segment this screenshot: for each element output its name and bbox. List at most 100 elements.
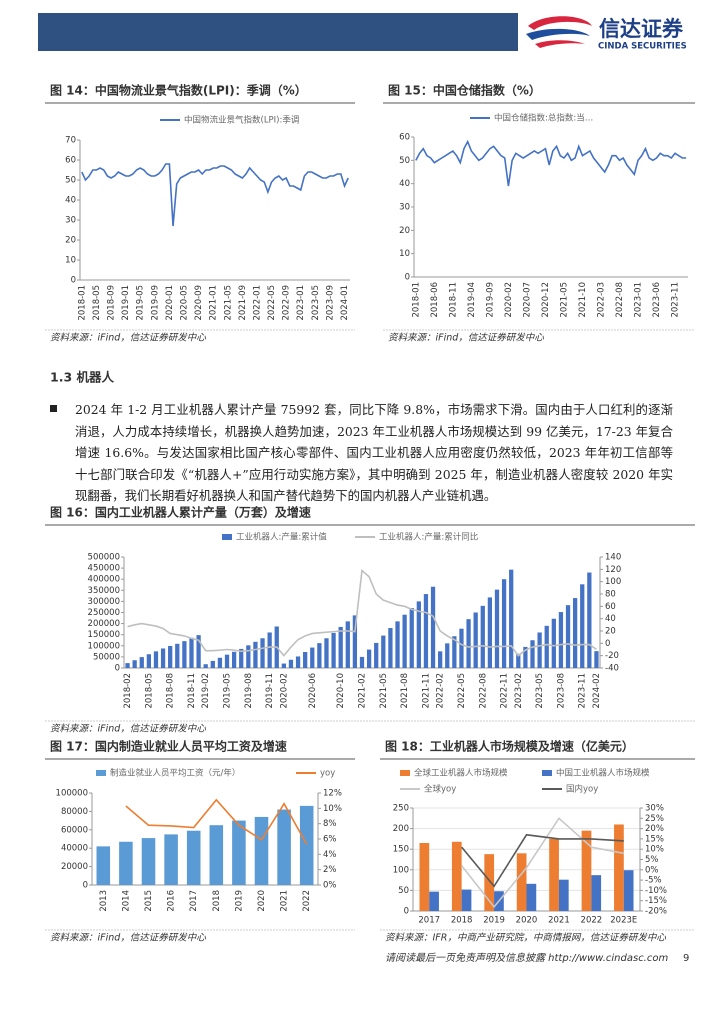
x-tick-label: 2022-02 (436, 673, 446, 709)
y2-tick-label: 60 (605, 602, 616, 612)
y2-tick-label: 30% (645, 804, 664, 814)
y-tick-label: 50000 (93, 652, 120, 662)
legend-label: yoy (320, 769, 335, 779)
bar (331, 632, 336, 668)
x-tick-label: 2021-08 (400, 673, 410, 709)
y2-tick-label: 120 (605, 565, 621, 575)
bar (558, 612, 564, 668)
y-tick-label: 30 (65, 216, 76, 226)
bullet-marker (50, 405, 57, 412)
y-tick-label: 50 (399, 156, 410, 166)
legend-label: 全球yoy (424, 784, 456, 795)
bar (277, 809, 291, 885)
y2-tick-label: 25% (645, 814, 664, 824)
bar (381, 635, 386, 668)
x-tick-label: 2022-01 (252, 285, 262, 321)
y-tick-label: 250 (393, 804, 409, 814)
footer-disclaimer: 请阅读最后一页免责声明及信息披露 http://www.cindasc.com (385, 952, 668, 964)
bar (366, 649, 372, 668)
series-line (125, 798, 308, 845)
bar (254, 816, 269, 885)
figure-title: 图 18：工业机器人市场规模及增速（亿美元） (385, 739, 634, 754)
bar (409, 608, 414, 668)
bar (565, 605, 571, 668)
bar (445, 643, 450, 668)
x-tick-label: 2018-05 (92, 285, 102, 321)
y2-tick-label: 5% (645, 855, 659, 865)
y-tick-label: 60 (399, 133, 410, 143)
y-tick-label: 500000 (88, 553, 120, 563)
y-tick-label: 20 (399, 226, 410, 236)
section-heading: 1.3 机器人 (50, 370, 114, 385)
x-tick-label: 2013 (99, 890, 109, 912)
bar (402, 614, 407, 668)
bar (231, 651, 237, 668)
y-tick-label: 0 (404, 907, 409, 917)
bar (299, 805, 314, 885)
bar (160, 648, 166, 668)
bullet-paragraph: 2024 年 1-2 月工业机器人累计产量 75992 套，同比下降 9.8%，… (75, 402, 673, 504)
bar (544, 625, 549, 668)
bar (217, 657, 223, 668)
bar (591, 875, 602, 911)
bar (374, 642, 379, 668)
x-tick-label: 2021-11 (421, 673, 431, 709)
figure-title: 图 16：国内工业机器人累计产量（万套）及增速 (50, 505, 311, 520)
header-bar (38, 13, 518, 51)
y-tick-label: 60 (65, 156, 76, 166)
y2-tick-label: 40 (605, 614, 616, 624)
bar (96, 846, 111, 885)
bar (168, 646, 173, 668)
page-number: 9 (683, 953, 689, 964)
y-tick-label: 0 (115, 664, 120, 674)
y-tick-label: 50 (398, 886, 409, 896)
bar (487, 597, 493, 668)
bar (423, 594, 429, 668)
bar (466, 619, 471, 668)
x-tick-label: 2020-05 (179, 285, 189, 321)
x-tick-label: 2018-11 (187, 673, 197, 709)
y2-tick-label: -10% (645, 886, 667, 896)
bar (594, 651, 599, 668)
y2-tick-label: 6% (323, 835, 337, 845)
figure-title: 图 14：中国物流业景气指数(LPI)：季调（%） (50, 83, 307, 98)
bar (139, 657, 144, 668)
bar (253, 641, 258, 668)
legend-label: 全球工业机器人市场规模 (414, 768, 508, 779)
y2-tick-label: 0% (645, 865, 659, 875)
bar (141, 838, 156, 885)
bar (125, 663, 130, 668)
legend-label: 工业机器人:产量:累计同比 (379, 532, 478, 543)
legend-label: 中国物流业景气指数(LPI):季调 (184, 115, 299, 126)
x-tick-label: 2023-01 (634, 282, 644, 318)
bar (132, 660, 137, 668)
y2-tick-label: 0 (605, 639, 610, 649)
y-tick-label: 50 (65, 176, 76, 186)
x-tick-label: 2022 (302, 890, 312, 912)
bar (186, 830, 201, 885)
logo-mark (526, 16, 592, 48)
y-tick-label: 100 (393, 865, 409, 875)
bar (516, 653, 521, 668)
bar (581, 830, 592, 911)
x-tick-label: 2019-01 (121, 285, 131, 321)
x-tick-label: 2020-01 (165, 285, 175, 321)
bar (452, 636, 457, 668)
bar (175, 643, 180, 668)
x-tick-label: 2018-09 (107, 285, 117, 321)
logo-en: CINDA SECURITIES (598, 42, 687, 52)
legend-label: 工业机器人:产量:累计值 (236, 532, 327, 543)
x-tick-label: 2022-08 (615, 282, 625, 318)
bar (288, 659, 294, 668)
bar (352, 615, 358, 668)
y2-tick-label: 10% (323, 804, 342, 814)
series-line (461, 833, 624, 888)
y-tick-label: 60000 (61, 825, 88, 835)
legend-swatch (542, 770, 552, 776)
x-tick-label: 2020 (516, 916, 538, 926)
x-tick-label: 2018-11 (448, 282, 458, 318)
x-tick-label: 2024-02 (592, 673, 602, 709)
y-tick-label: 150000 (88, 630, 120, 640)
x-tick-label: 2018-02 (123, 673, 133, 709)
x-tick-label: 2022-05 (457, 673, 467, 709)
